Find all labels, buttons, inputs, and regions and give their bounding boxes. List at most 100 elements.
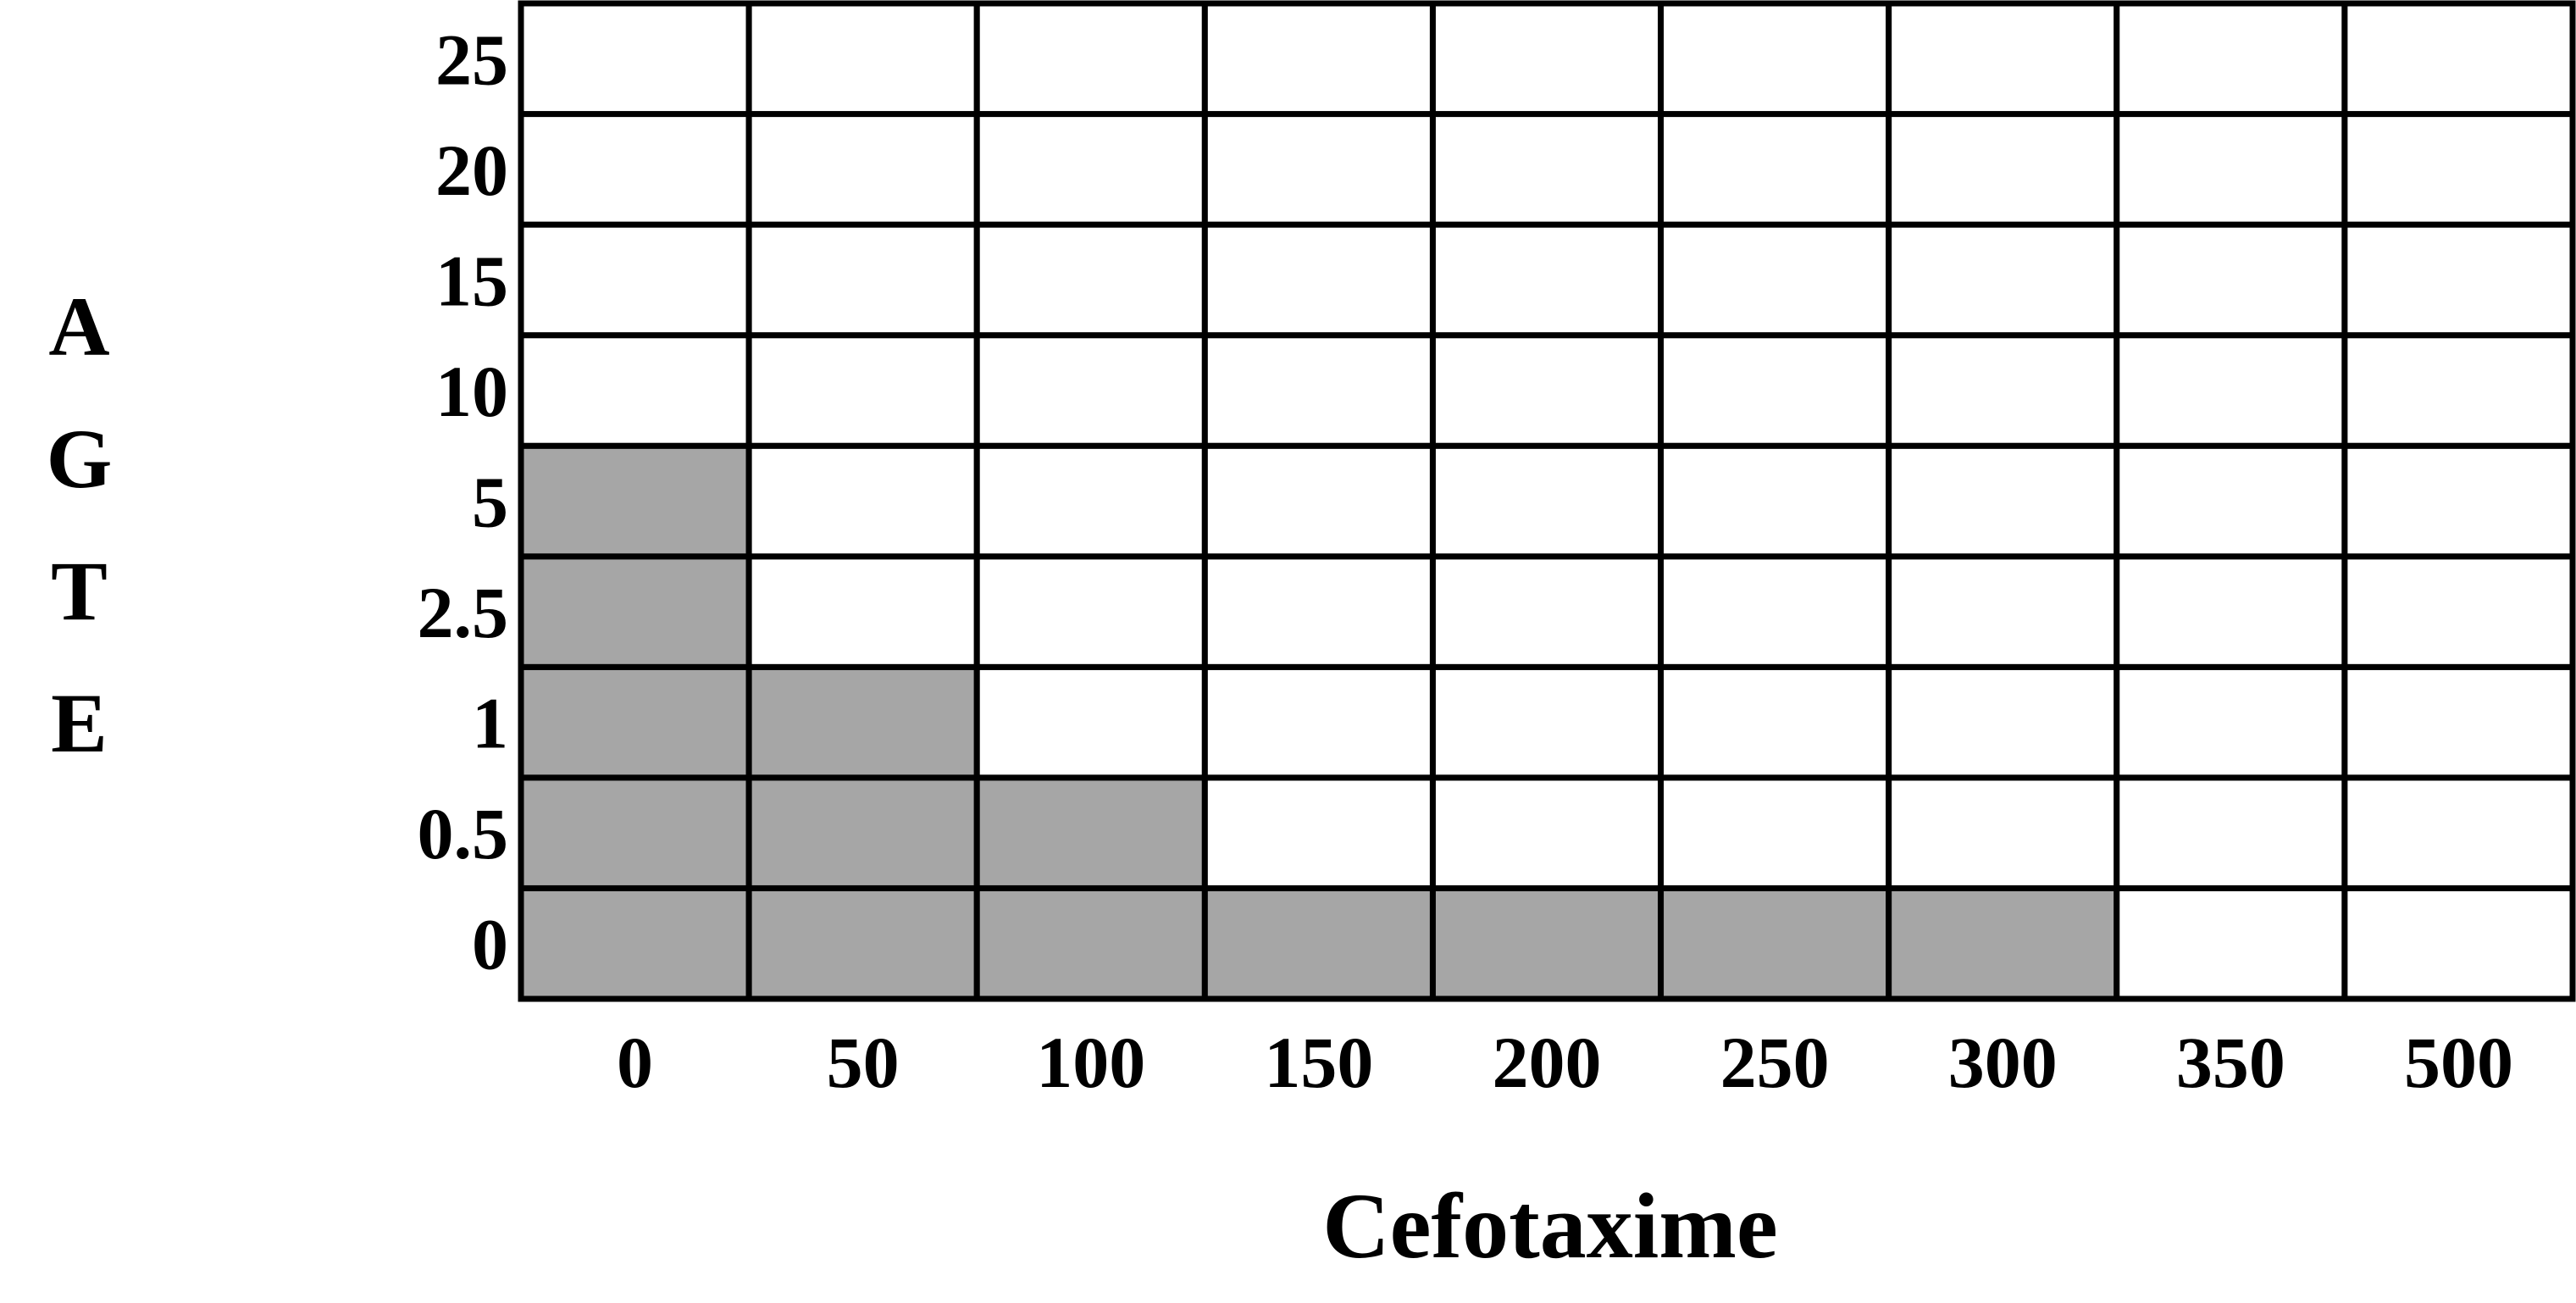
cell-agte-20-cefotaxime-0 (518, 111, 752, 228)
cell-agte-1-cefotaxime-250 (1658, 663, 1892, 781)
cells-group (518, 0, 2576, 1002)
cell-agte-10-cefotaxime-100 (973, 332, 1208, 449)
cell-agte-10-cefotaxime-150 (1201, 332, 1436, 449)
cell-agte-20-cefotaxime-250 (1658, 111, 1892, 228)
cell-agte-1-cefotaxime-350 (2113, 663, 2348, 781)
cell-agte-15-cefotaxime-0 (518, 221, 752, 339)
cell-agte-2.5-cefotaxime-500 (2341, 553, 2576, 670)
cell-agte-0.5-cefotaxime-300 (1886, 774, 2120, 891)
cell-agte-20-cefotaxime-200 (1429, 111, 1665, 228)
cell-agte-0.5-cefotaxime-500 (2341, 774, 2576, 891)
cell-agte-5-cefotaxime-50 (745, 442, 980, 560)
y-tick-label: 1 (472, 683, 508, 764)
x-tick-label: 300 (1948, 1022, 2058, 1103)
cell-agte-1-cefotaxime-200 (1429, 663, 1665, 781)
cell-agte-2.5-cefotaxime-350 (2113, 553, 2348, 670)
cell-agte-1-cefotaxime-150 (1201, 663, 1436, 781)
cell-agte-20-cefotaxime-300 (1886, 111, 2120, 228)
cell-agte-25-cefotaxime-250 (1658, 0, 1892, 118)
cell-agte-5-cefotaxime-0 (518, 442, 752, 560)
cell-agte-5-cefotaxime-300 (1886, 442, 2120, 560)
y-tick-label: 10 (435, 351, 508, 432)
cell-agte-5-cefotaxime-200 (1429, 442, 1665, 560)
cell-agte-10-cefotaxime-0 (518, 332, 752, 449)
cell-agte-1-cefotaxime-50 (745, 663, 980, 781)
cell-agte-2.5-cefotaxime-50 (745, 553, 980, 670)
cell-agte-25-cefotaxime-300 (1886, 0, 2120, 118)
x-tick-label: 500 (2404, 1022, 2513, 1103)
cell-agte-1-cefotaxime-0 (518, 663, 752, 781)
cell-agte-25-cefotaxime-350 (2113, 0, 2348, 118)
x-tick-label: 150 (1264, 1022, 1373, 1103)
x-tick-labels: 0 50 100 150 200 250 300 350 500 (617, 1022, 2513, 1103)
y-tick-label: 2.5 (418, 572, 509, 653)
cell-agte-15-cefotaxime-500 (2341, 221, 2576, 339)
cell-agte-0-cefotaxime-200 (1429, 884, 1665, 1002)
y-tick-label: 15 (435, 240, 508, 321)
cell-agte-15-cefotaxime-250 (1658, 221, 1892, 339)
cell-agte-2.5-cefotaxime-250 (1658, 553, 1892, 670)
cell-agte-10-cefotaxime-200 (1429, 332, 1665, 449)
cell-agte-25-cefotaxime-100 (973, 0, 1208, 118)
cell-agte-0-cefotaxime-100 (973, 884, 1208, 1002)
x-axis-title: Cefotaxime (1322, 1174, 1778, 1278)
cell-agte-1-cefotaxime-300 (1886, 663, 2120, 781)
cell-agte-25-cefotaxime-50 (745, 0, 980, 118)
cell-agte-25-cefotaxime-500 (2341, 0, 2576, 118)
cell-agte-0.5-cefotaxime-100 (973, 774, 1208, 891)
cell-agte-20-cefotaxime-100 (973, 111, 1208, 228)
y-tick-label: 25 (435, 19, 508, 100)
cell-agte-15-cefotaxime-350 (2113, 221, 2348, 339)
cell-agte-0-cefotaxime-150 (1201, 884, 1436, 1002)
cell-agte-10-cefotaxime-250 (1658, 332, 1892, 449)
cell-agte-15-cefotaxime-300 (1886, 221, 2120, 339)
cell-agte-0.5-cefotaxime-150 (1201, 774, 1436, 891)
cell-agte-15-cefotaxime-200 (1429, 221, 1665, 339)
cell-agte-0-cefotaxime-0 (518, 884, 752, 1002)
cell-agte-25-cefotaxime-150 (1201, 0, 1436, 118)
y-tick-labels: 0 0.5 1 2.5 5 10 15 20 25 (418, 19, 509, 984)
cell-agte-2.5-cefotaxime-150 (1201, 553, 1436, 670)
cell-agte-10-cefotaxime-300 (1886, 332, 2120, 449)
cell-agte-1-cefotaxime-100 (973, 663, 1208, 781)
cell-agte-20-cefotaxime-500 (2341, 111, 2576, 228)
cell-agte-0.5-cefotaxime-350 (2113, 774, 2348, 891)
y-tick-label: 0.5 (418, 793, 509, 874)
cell-agte-10-cefotaxime-500 (2341, 332, 2576, 449)
cell-agte-5-cefotaxime-100 (973, 442, 1208, 560)
cell-agte-25-cefotaxime-200 (1429, 0, 1665, 118)
cell-agte-2.5-cefotaxime-0 (518, 553, 752, 670)
cell-agte-0-cefotaxime-250 (1658, 884, 1892, 1002)
y-tick-label: 0 (472, 904, 508, 985)
cell-agte-0.5-cefotaxime-0 (518, 774, 752, 891)
x-tick-label: 50 (827, 1022, 900, 1103)
cell-agte-2.5-cefotaxime-200 (1429, 553, 1665, 670)
cell-agte-2.5-cefotaxime-300 (1886, 553, 2120, 670)
cell-agte-2.5-cefotaxime-100 (973, 553, 1208, 670)
y-tick-label: 5 (472, 462, 508, 543)
y-tick-label: 20 (435, 130, 508, 211)
cell-agte-0-cefotaxime-500 (2341, 884, 2576, 1002)
cell-agte-0.5-cefotaxime-250 (1658, 774, 1892, 891)
cell-agte-15-cefotaxime-100 (973, 221, 1208, 339)
cell-agte-20-cefotaxime-50 (745, 111, 980, 228)
cell-agte-15-cefotaxime-50 (745, 221, 980, 339)
cell-agte-5-cefotaxime-150 (1201, 442, 1436, 560)
cell-agte-5-cefotaxime-350 (2113, 442, 2348, 560)
cell-agte-0-cefotaxime-300 (1886, 884, 2120, 1002)
x-tick-label: 0 (617, 1022, 653, 1103)
cell-agte-0-cefotaxime-50 (745, 884, 980, 1002)
x-tick-label: 350 (2176, 1022, 2285, 1103)
cell-agte-20-cefotaxime-150 (1201, 111, 1436, 228)
x-tick-label: 250 (1720, 1022, 1830, 1103)
x-tick-label: 100 (1036, 1022, 1145, 1103)
x-tick-label: 200 (1493, 1022, 1602, 1103)
cell-agte-0.5-cefotaxime-50 (745, 774, 980, 891)
cell-agte-10-cefotaxime-350 (2113, 332, 2348, 449)
y-axis-title: AGTE (32, 280, 126, 808)
cell-agte-5-cefotaxime-500 (2341, 442, 2576, 560)
cell-agte-1-cefotaxime-500 (2341, 663, 2576, 781)
cell-agte-25-cefotaxime-0 (518, 0, 752, 118)
cell-agte-5-cefotaxime-250 (1658, 442, 1892, 560)
